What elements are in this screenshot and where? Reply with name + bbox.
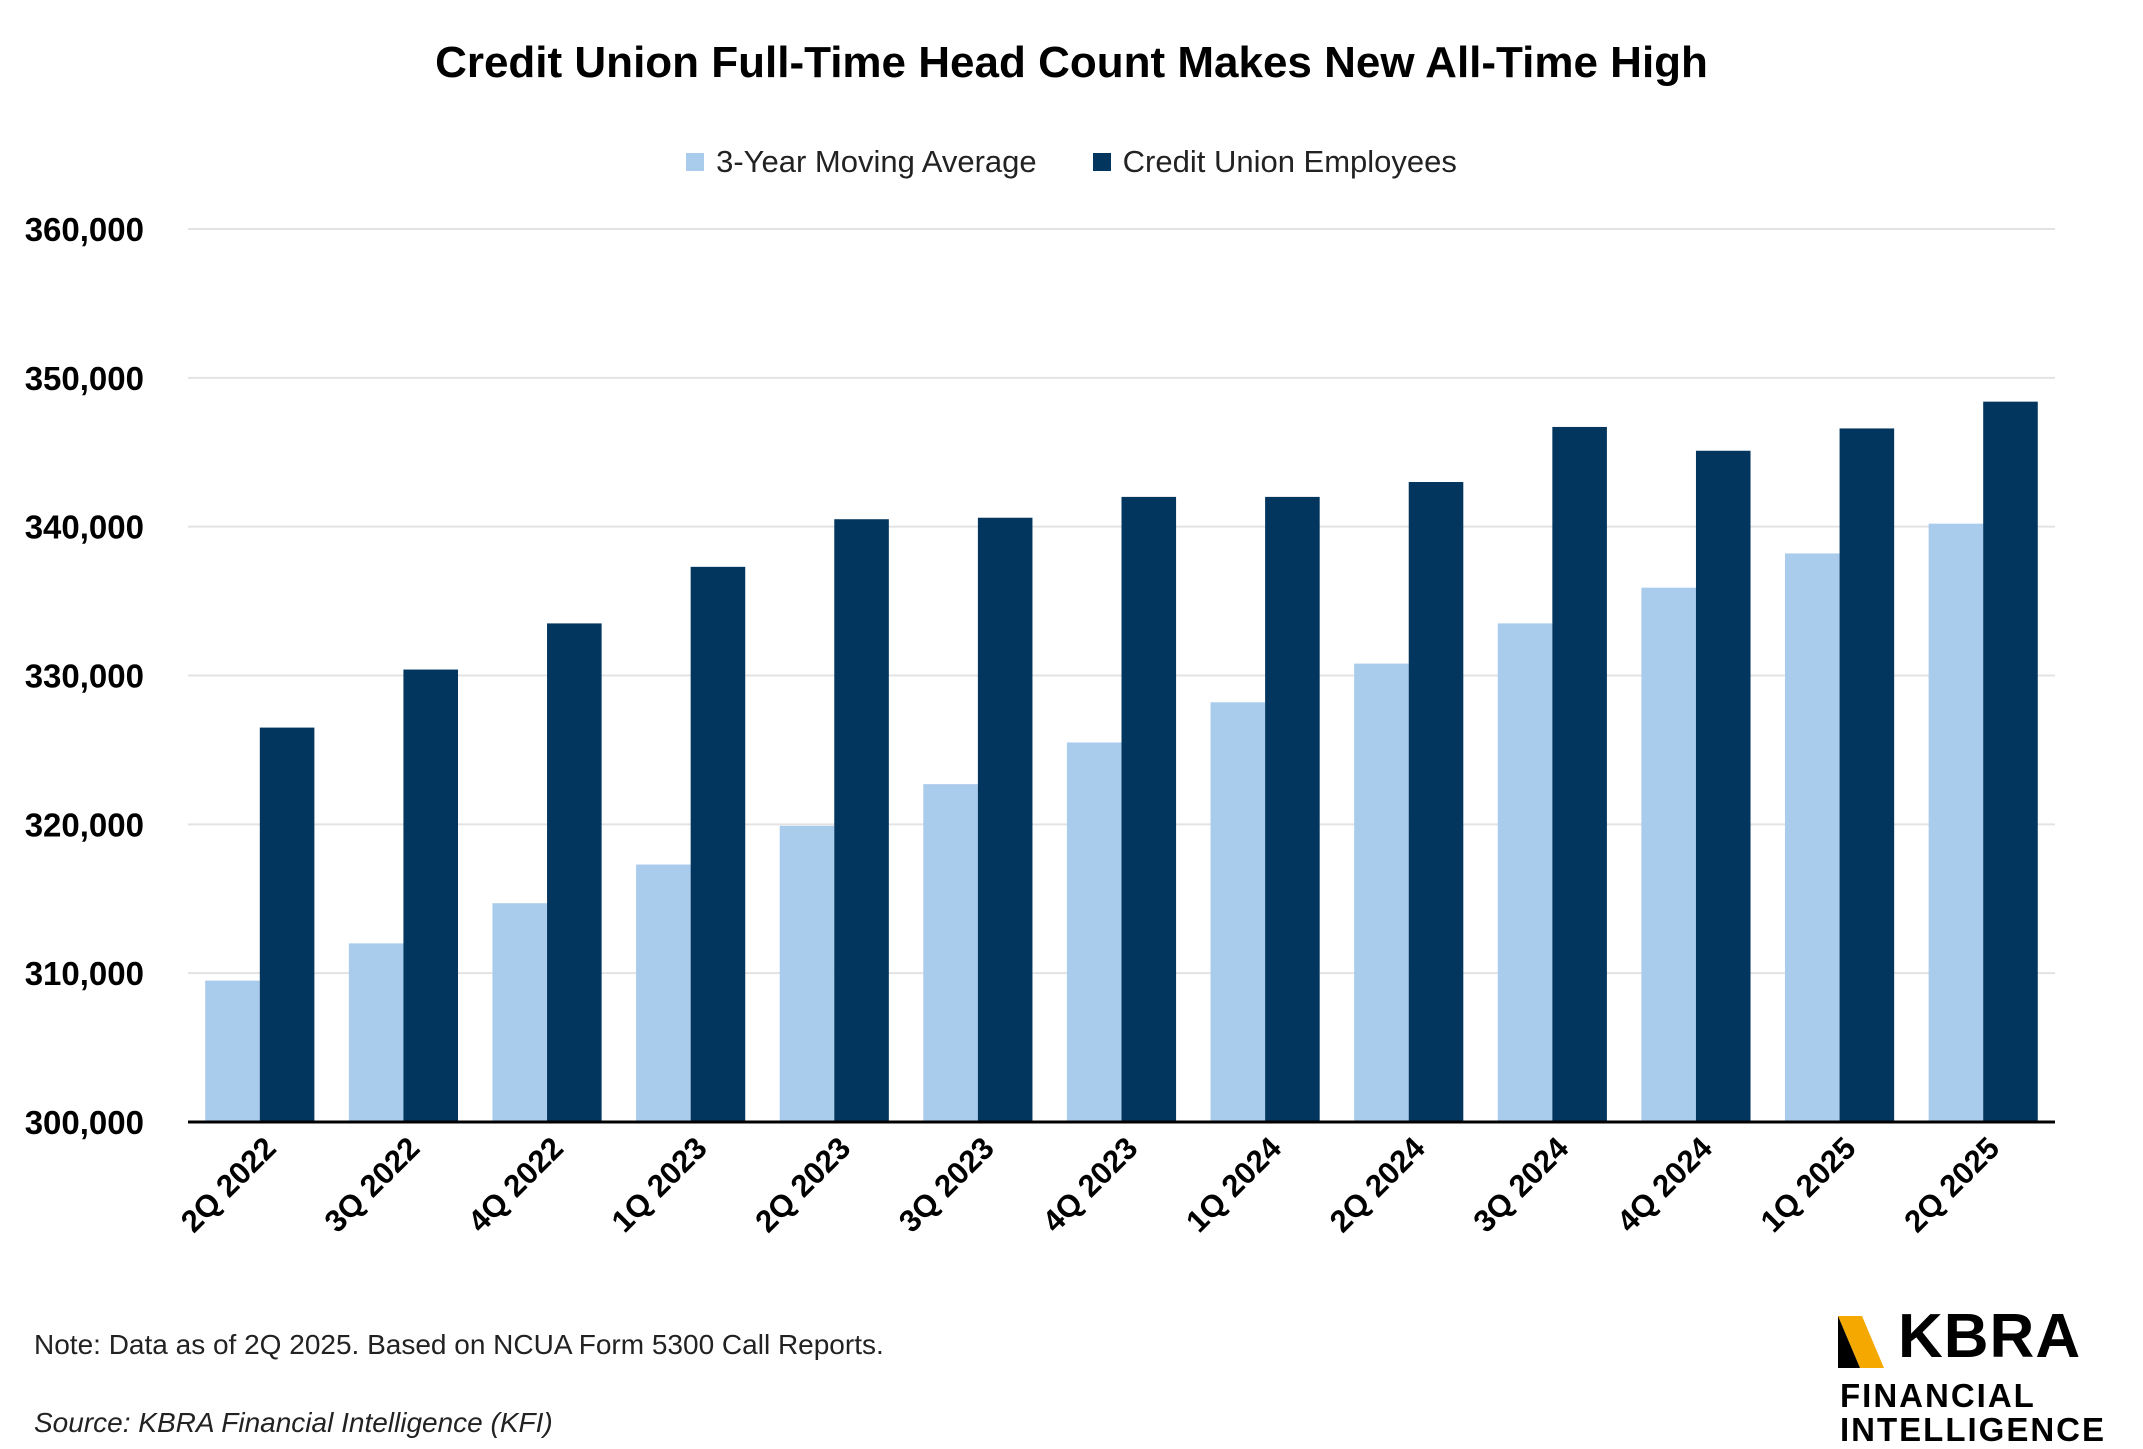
bar-moving-average (1785, 553, 1840, 1122)
bar-employees (1265, 496, 1320, 1122)
chart-title: Credit Union Full-Time Head Count Makes … (435, 38, 1708, 87)
bar-moving-average (492, 903, 548, 1122)
bar-employees (1839, 428, 1895, 1123)
y-tick-label: 310,000 (25, 955, 144, 992)
bar-moving-average (779, 825, 835, 1122)
legend-label-employees: Credit Union Employees (1122, 144, 1457, 179)
logo-line-2: INTELLIGENCE (1840, 1411, 2107, 1448)
bar-employees (1121, 496, 1177, 1122)
bar-moving-average (1066, 742, 1122, 1122)
chart-legend: 3-Year Moving Average Credit Union Emplo… (0, 144, 2143, 180)
footnote: Note: Data as of 2Q 2025. Based on NCUA … (34, 1329, 884, 1360)
bar-moving-average (1641, 587, 1696, 1122)
y-tick-label: 340,000 (25, 509, 144, 546)
bar-moving-average (205, 980, 260, 1122)
x-tick-label: 4Q 2022 (461, 1130, 570, 1239)
legend-swatch-moving-average (686, 153, 705, 171)
source-note: Source: KBRA Financial Intelligence (KFI… (34, 1407, 553, 1438)
bar-series (205, 401, 2038, 1123)
legend-item-employees: Credit Union Employees (1092, 144, 1457, 180)
y-tick-label: 360,000 (25, 211, 144, 248)
bar-employees (547, 623, 602, 1122)
bar-moving-average (348, 943, 404, 1122)
bar-employees (834, 519, 889, 1122)
x-tick-label: 4Q 2023 (1036, 1130, 1145, 1239)
x-tick-label: 1Q 2023 (605, 1130, 714, 1239)
bar-moving-average (1354, 663, 1409, 1122)
bar-employees (690, 566, 746, 1122)
bar-employees (403, 669, 458, 1122)
x-tick-label: 2Q 2023 (748, 1130, 857, 1239)
kbra-logo-mark-icon (1838, 1316, 1884, 1368)
x-tick-label: 4Q 2024 (1610, 1130, 1719, 1239)
x-axis-ticks: 2Q 2022 3Q 2022 4Q 2022 1Q 2023 2Q 2023 3Q 20… (174, 1130, 2006, 1239)
x-tick-label: 1Q 2025 (1754, 1130, 1863, 1239)
y-tick-label: 320,000 (25, 806, 144, 843)
logo-line-1: FINANCIAL (1840, 1377, 2036, 1414)
bar-moving-average (1210, 702, 1266, 1122)
kbra-logo: KBRA FINANCIAL INTELLIGENCE (1838, 1306, 2138, 1446)
bar-employees (977, 517, 1033, 1122)
bar-employees (259, 727, 315, 1122)
bar-employees (1552, 426, 1607, 1122)
bar-employees (1408, 482, 1464, 1122)
x-tick-label: 2Q 2024 (1323, 1130, 1432, 1239)
bar-chart: 300,000 310,000 320,000 330,000 340,000 350,0… (25, 211, 2055, 1239)
logo-wordmark: KBRA (1898, 1302, 2082, 1371)
y-tick-label: 350,000 (25, 360, 144, 397)
x-tick-label: 2Q 2025 (1897, 1130, 2006, 1239)
legend-label-moving-average: 3-Year Moving Average (716, 144, 1037, 179)
bar-moving-average (1928, 523, 1984, 1122)
y-axis-ticks: 300,000 310,000 320,000 330,000 340,000 350,0… (25, 211, 144, 1141)
x-tick-label: 3Q 2023 (892, 1130, 1001, 1239)
x-tick-label: 3Q 2024 (1466, 1130, 1575, 1239)
x-tick-label: 1Q 2024 (1179, 1130, 1288, 1239)
y-tick-label: 330,000 (25, 658, 144, 695)
bar-moving-average (636, 864, 691, 1122)
x-tick-label: 2Q 2022 (174, 1130, 283, 1239)
legend-item-moving-average: 3-Year Moving Average (686, 144, 1037, 180)
x-tick-label: 3Q 2022 (318, 1130, 427, 1239)
bar-moving-average (923, 784, 978, 1122)
bar-employees (1695, 450, 1751, 1122)
legend-swatch-employees (1092, 153, 1111, 171)
bar-moving-average (1497, 623, 1553, 1122)
bar-employees (1983, 401, 2038, 1122)
y-tick-label: 300,000 (25, 1104, 144, 1141)
